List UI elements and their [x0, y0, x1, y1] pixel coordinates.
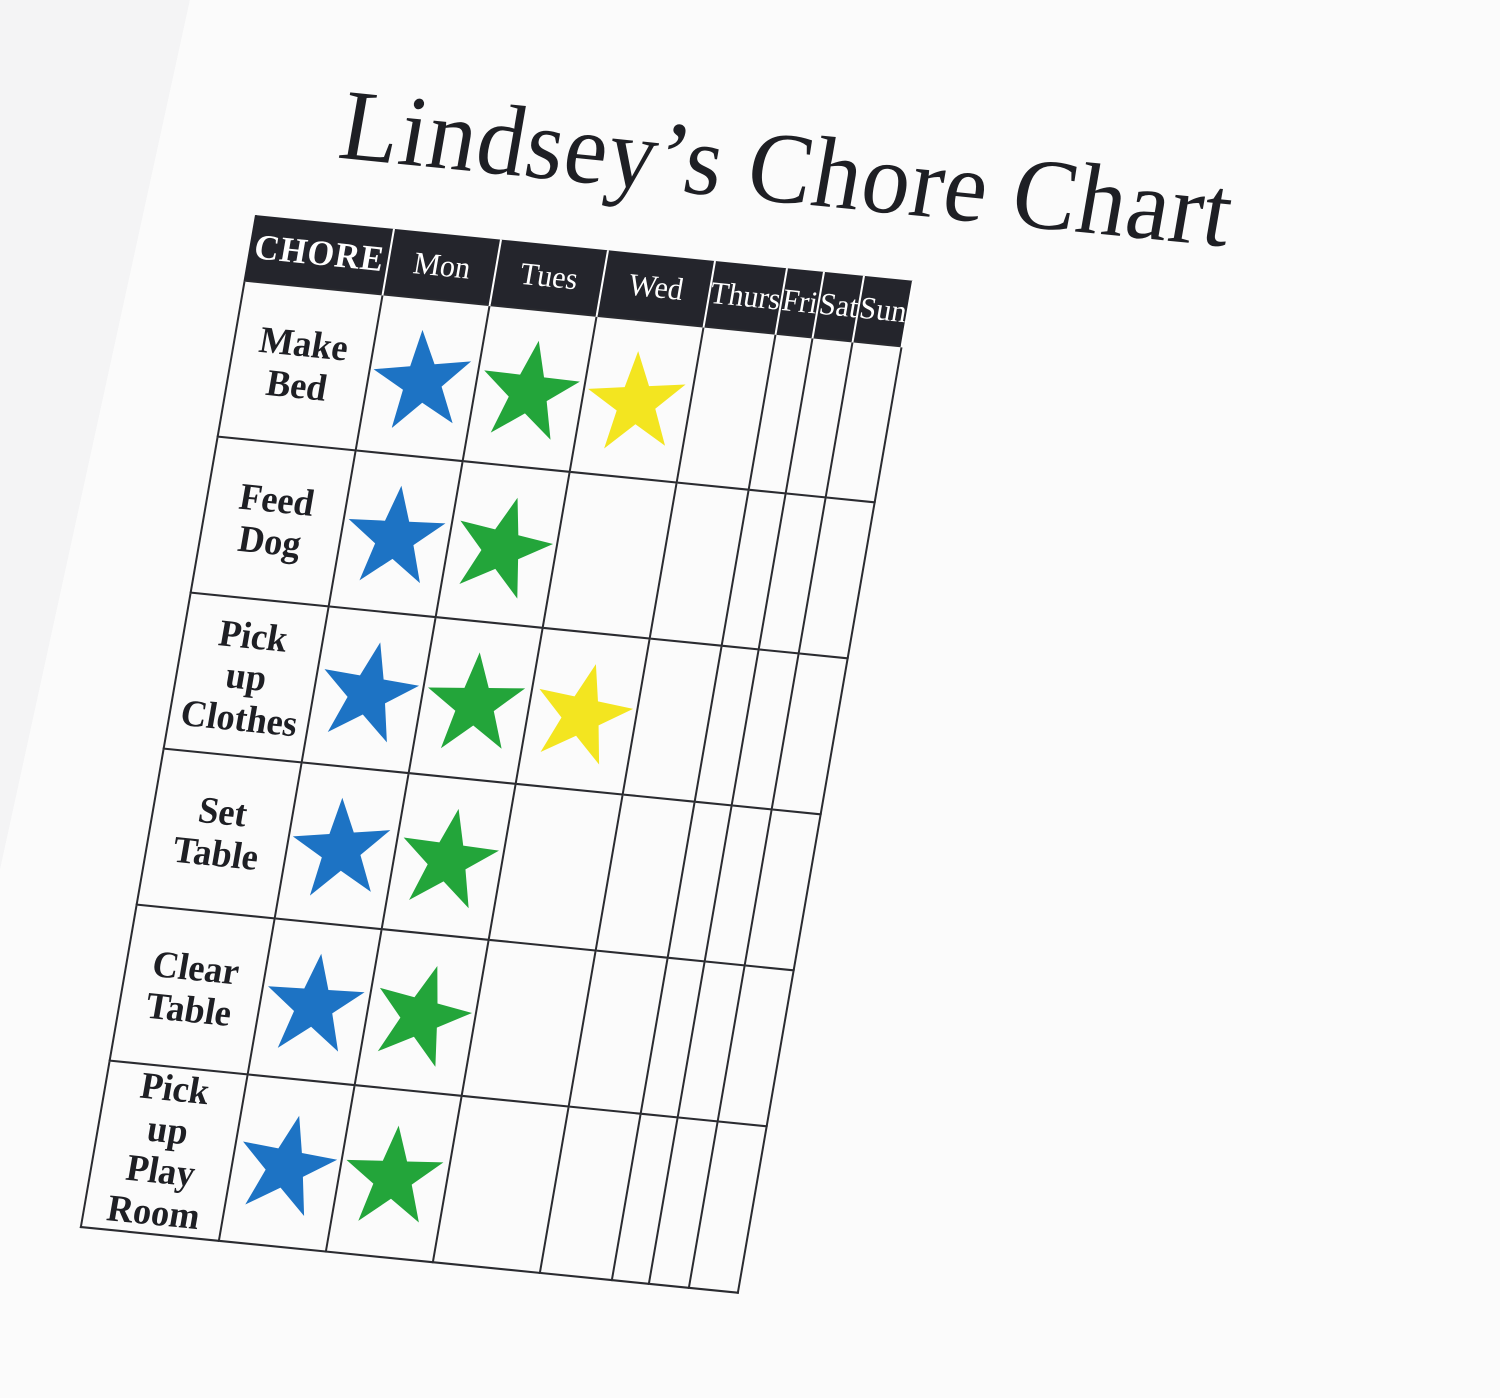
- day-cell: [569, 315, 704, 483]
- blue-star-sticker-icon: [292, 797, 391, 896]
- day-cell: [462, 305, 597, 472]
- table-row: Clear Table: [109, 904, 794, 1127]
- green-star-sticker-icon: [484, 340, 580, 440]
- green-star-sticker-icon: [403, 808, 499, 909]
- green-star-sticker-icon: [428, 652, 526, 749]
- day-cell: [328, 450, 463, 618]
- green-star-sticker-icon: [346, 1125, 444, 1223]
- blue-star-sticker-icon: [348, 485, 446, 584]
- day-cell: [354, 929, 489, 1096]
- chore-label: Pick up Clothes: [163, 592, 329, 763]
- yellow-star-sticker-icon: [588, 351, 686, 449]
- chore-label: Make Bed: [217, 280, 383, 451]
- table-row: Set Table: [136, 748, 821, 971]
- day-cell: [355, 294, 490, 462]
- table-row: Pick up Play Room: [80, 1060, 767, 1294]
- chore-table: CHORE Mon Tues Wed Thurs Fri Sat Sun Make Bed F…: [80, 215, 914, 1294]
- day-header-wed: Wed: [596, 250, 715, 327]
- day-cell: [435, 461, 570, 628]
- day-cell: [515, 627, 650, 795]
- table-row: Feed Dog: [190, 436, 875, 659]
- day-cell: [325, 1085, 462, 1263]
- day-cell: [274, 762, 409, 930]
- green-star-sticker-icon: [459, 497, 554, 599]
- day-cell: [381, 773, 516, 940]
- day-header-sun: Sun: [853, 275, 914, 347]
- chore-label: Clear Table: [109, 904, 275, 1075]
- blue-star-sticker-icon: [324, 642, 420, 743]
- day-header-tues: Tues: [489, 239, 608, 316]
- day-cell: [247, 918, 382, 1086]
- green-star-sticker-icon: [377, 965, 473, 1067]
- day-header-thurs: Thurs: [703, 261, 787, 334]
- yellow-star-sticker-icon: [539, 664, 634, 765]
- blue-star-sticker-icon: [268, 953, 365, 1052]
- day-cell: [301, 606, 436, 774]
- day-cell: [408, 617, 543, 784]
- chore-label: Feed Dog: [190, 436, 356, 607]
- day-cell: [218, 1074, 355, 1252]
- blue-star-sticker-icon: [373, 329, 472, 429]
- chore-label: Set Table: [136, 748, 302, 919]
- table-row: Make Bed: [217, 280, 902, 503]
- table-row: Pick up Clothes: [163, 592, 848, 815]
- blue-star-sticker-icon: [243, 1115, 338, 1217]
- day-header-mon: Mon: [382, 228, 501, 306]
